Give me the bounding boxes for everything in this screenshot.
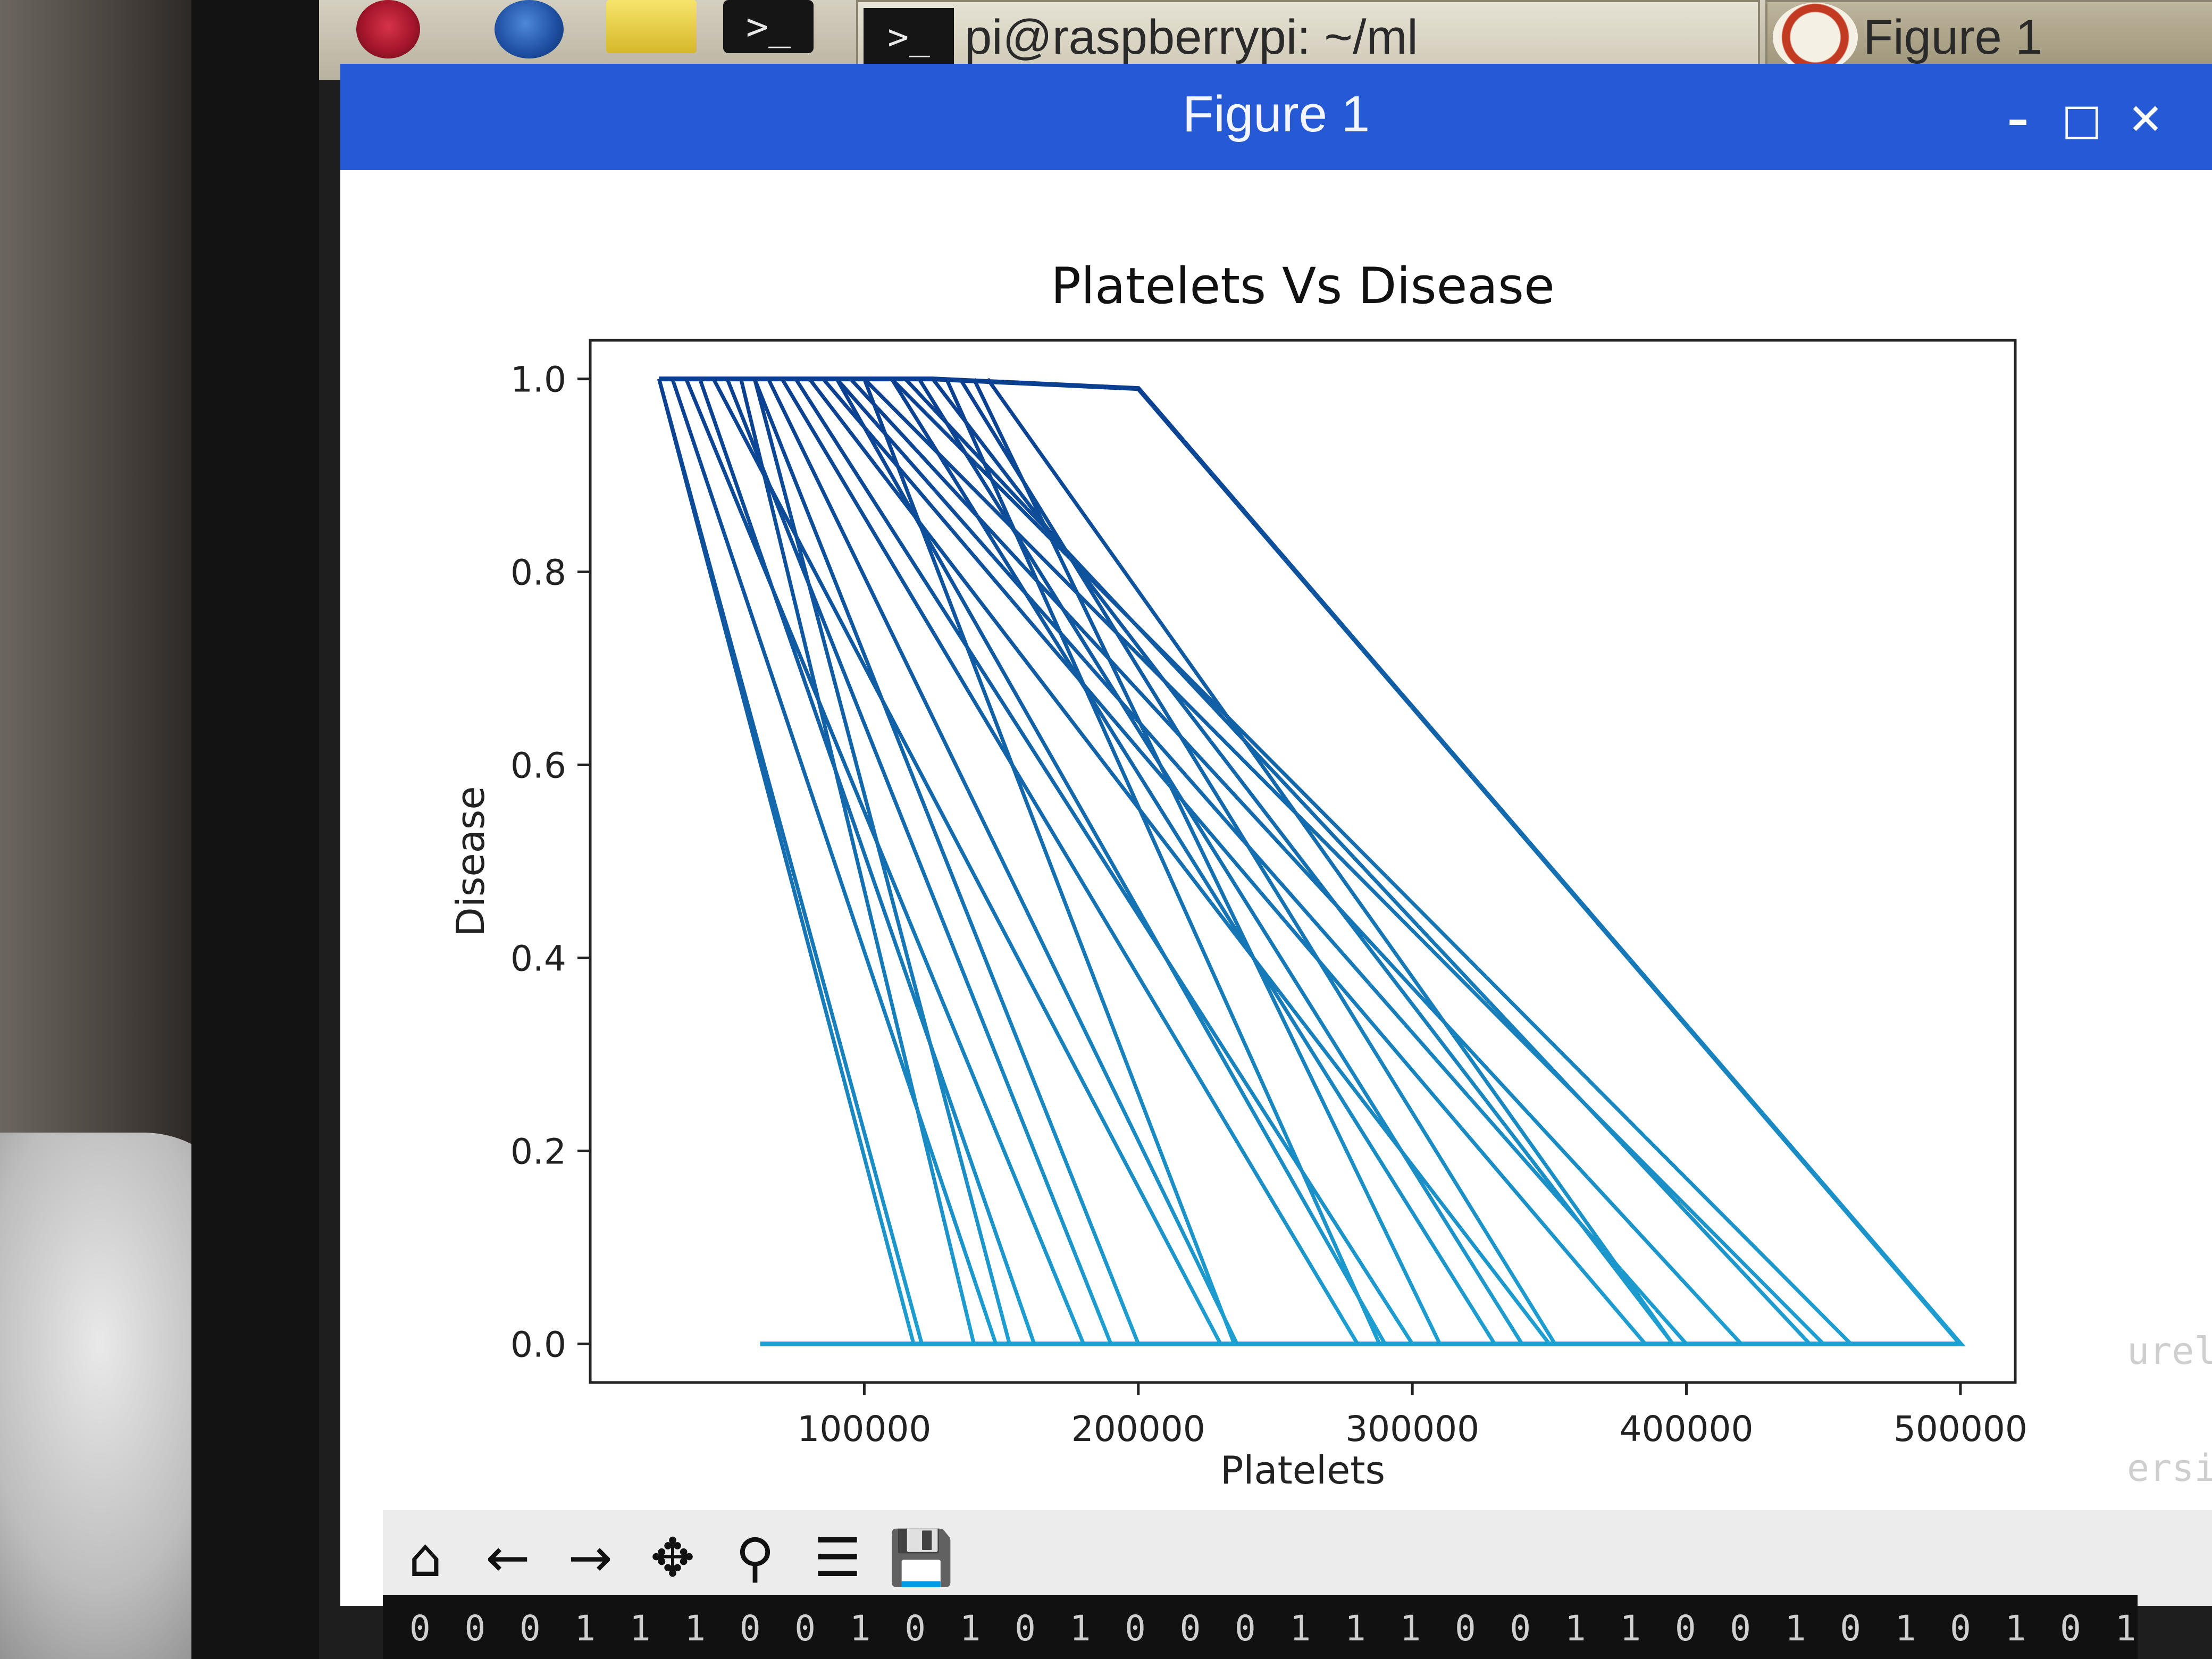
taskbar-window-title: Figure 1	[1863, 10, 2043, 64]
file-manager-folder-icon[interactable]	[606, 0, 697, 53]
raspberry-menu-icon[interactable]	[356, 0, 420, 58]
series-line	[890, 378, 1496, 1345]
x-tick-label: 100000	[797, 1409, 931, 1449]
series-line	[698, 378, 1036, 1345]
series-line	[752, 378, 1141, 1345]
terminal-output-line: 0 0 0 1 1 1 0 0 1 0 1 0 1 0 0 0 1 1 1 0 …	[409, 1608, 2138, 1649]
series-line	[684, 378, 1085, 1345]
plot-canvas[interactable]: Platelets Vs Disease 100000 200000 300000 4…	[340, 170, 2212, 1510]
terminal-output: 0 0 0 1 1 1 0 0 1 0 1 0 1 0 0 0 1 1 1 0 …	[383, 1595, 2138, 1659]
taskbar-window-title: pi@raspberrypi: ~/ml	[965, 10, 1418, 64]
series-line	[835, 378, 1688, 1345]
home-tool-button[interactable]: ⌂	[408, 1527, 442, 1589]
series-line	[958, 378, 1557, 1345]
series-line	[849, 378, 1743, 1345]
series-line	[862, 378, 1236, 1345]
x-axis-label: Platelets	[1220, 1448, 1385, 1493]
series-line	[657, 378, 924, 1345]
series-line	[904, 378, 1812, 1345]
y-tick-label: 1.0	[510, 359, 566, 400]
x-tick-label: 400000	[1620, 1409, 1754, 1449]
pan-tool-button[interactable]: ✥	[650, 1527, 695, 1589]
series-line	[986, 378, 1674, 1345]
y-tick-label: 0.0	[510, 1324, 566, 1365]
series-line	[944, 378, 1381, 1345]
terminal-side-text: urel	[2127, 1329, 2212, 1373]
figure-window: Figure 1 – □ ✕ Platelets Vs Disease 1000…	[340, 64, 2212, 1606]
chart: Platelets Vs Disease 100000 200000 300000 4…	[448, 257, 2027, 1493]
series-line	[725, 378, 1113, 1345]
series-line	[822, 378, 1647, 1345]
series-line	[808, 378, 1551, 1345]
y-tick-label: 0.2	[510, 1131, 566, 1172]
series-line	[862, 378, 1825, 1345]
series-line	[972, 378, 1442, 1345]
y-axis-label: Disease	[448, 786, 493, 936]
forward-tool-button[interactable]: →	[568, 1527, 613, 1589]
series-line	[671, 378, 998, 1345]
y-tick-label: 0.6	[510, 745, 566, 786]
axes-frame	[589, 339, 2017, 1384]
series-line	[739, 378, 976, 1345]
matplotlib-icon	[1773, 3, 1858, 72]
taskbar-window-figure[interactable]: Figure 1	[1765, 0, 2212, 74]
browser-globe-icon[interactable]	[495, 0, 564, 58]
window-title: Figure 1	[1182, 86, 1370, 143]
close-button[interactable]: ✕	[2127, 95, 2164, 144]
window-titlebar[interactable]: Figure 1 – □ ✕	[340, 64, 2212, 170]
series-line	[835, 378, 1387, 1345]
series-line	[766, 378, 1239, 1345]
zoom-tool-button[interactable]: ⚲	[735, 1527, 775, 1589]
maximize-button[interactable]: □	[2062, 95, 2102, 144]
series-line	[794, 378, 1414, 1345]
ticks-layer: 100000 200000 300000 400000 500000 0.0 0.2 0.4 0…	[510, 359, 2027, 1449]
save-tool-button[interactable]: 💾	[888, 1527, 954, 1589]
y-tick-label: 0.4	[510, 938, 566, 979]
back-tool-button[interactable]: ←	[485, 1527, 530, 1589]
matplotlib-toolbar: ⌂ ← → ✥ ⚲ ☰ 💾	[383, 1510, 2212, 1606]
series-layer	[657, 376, 1966, 1346]
y-tick-label: 0.8	[510, 552, 566, 593]
subplots-tool-button[interactable]: ☰	[814, 1527, 861, 1589]
x-tick-label: 300000	[1345, 1409, 1479, 1449]
minimize-button[interactable]: –	[2007, 95, 2029, 144]
terminal-icon: >_	[864, 8, 954, 66]
series-line	[711, 378, 1222, 1345]
series-line	[659, 376, 1966, 1346]
chart-title: Platelets Vs Disease	[1051, 257, 1555, 315]
taskbar-window-terminal[interactable]: >_ pi@raspberrypi: ~/ml	[856, 0, 1760, 74]
terminal-side-text: ersi	[2127, 1446, 2212, 1490]
x-tick-label: 200000	[1071, 1409, 1205, 1449]
terminal-icon[interactable]: >_	[723, 0, 814, 53]
x-tick-label: 500000	[1893, 1409, 2027, 1449]
series-line	[780, 378, 1360, 1345]
